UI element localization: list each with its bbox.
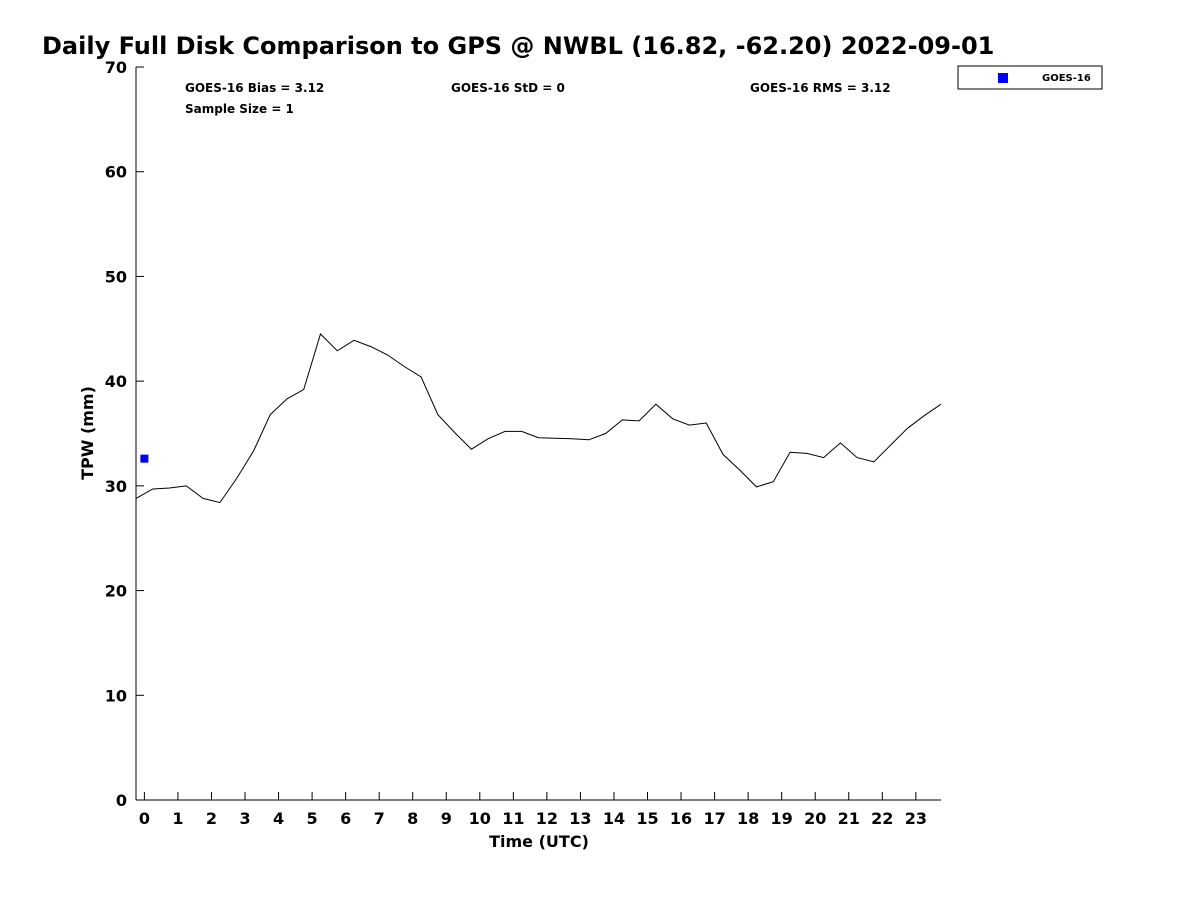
- x-tick-label: 16: [670, 809, 692, 828]
- y-tick-label: 0: [116, 791, 127, 810]
- x-tick-label: 9: [441, 809, 452, 828]
- x-ticks: 0 1 2 3 4 5 6 7 8 9 10 11 12 13 14 15 16 17 18 19 20 21 22 23: [139, 792, 927, 828]
- x-tick-label: 8: [407, 809, 418, 828]
- x-tick-label: 21: [838, 809, 860, 828]
- legend: GOES-16: [957, 65, 1103, 90]
- y-axis-label: TPW (mm): [78, 386, 97, 480]
- legend-label: GOES-16: [1042, 73, 1091, 84]
- x-tick-label: 11: [502, 809, 524, 828]
- x-tick-label: 18: [737, 809, 759, 828]
- y-tick-label: 30: [105, 477, 127, 496]
- y-ticks: 0 10 20 30 40 50 60 70: [105, 58, 144, 810]
- x-tick-label: 7: [374, 809, 385, 828]
- y-tick-label: 70: [105, 58, 127, 77]
- rms-stat: GOES-16 RMS = 3.12: [750, 81, 891, 95]
- x-tick-label: 6: [340, 809, 351, 828]
- x-tick-label: 13: [569, 809, 591, 828]
- x-tick-label: 23: [905, 809, 927, 828]
- y-tick-label: 20: [105, 582, 127, 601]
- goes16-point: [140, 454, 149, 463]
- y-tick-label: 60: [105, 163, 127, 182]
- x-tick-label: 4: [273, 809, 284, 828]
- y-tick-label: 50: [105, 267, 127, 286]
- x-tick-label: 17: [703, 809, 725, 828]
- bias-stat: GOES-16 Bias = 3.12: [185, 81, 324, 95]
- legend-box: [957, 65, 1103, 90]
- y-tick-label: 10: [105, 686, 127, 705]
- x-tick-label: 3: [239, 809, 250, 828]
- x-tick-label: 22: [871, 809, 893, 828]
- x-tick-label: 2: [206, 809, 217, 828]
- y-tick-label: 40: [105, 372, 127, 391]
- x-tick-label: 15: [636, 809, 658, 828]
- x-tick-label: 14: [603, 809, 625, 828]
- x-tick-label: 12: [536, 809, 558, 828]
- series-group: [135, 333, 942, 504]
- sample-size-stat: Sample Size = 1: [185, 102, 294, 116]
- std-stat: GOES-16 StD = 0: [451, 81, 565, 95]
- gps-series-line: [135, 333, 942, 504]
- x-tick-label: 20: [804, 809, 826, 828]
- x-tick-label: 19: [771, 809, 793, 828]
- chart-title: Daily Full Disk Comparison to GPS @ NWBL…: [42, 32, 994, 60]
- x-axis-label: Time (UTC): [489, 832, 589, 851]
- x-tick-label: 5: [307, 809, 318, 828]
- x-tick-label: 0: [139, 809, 150, 828]
- legend-marker: [998, 73, 1008, 83]
- x-tick-label: 1: [172, 809, 183, 828]
- axes: [135, 67, 941, 801]
- x-tick-label: 10: [469, 809, 491, 828]
